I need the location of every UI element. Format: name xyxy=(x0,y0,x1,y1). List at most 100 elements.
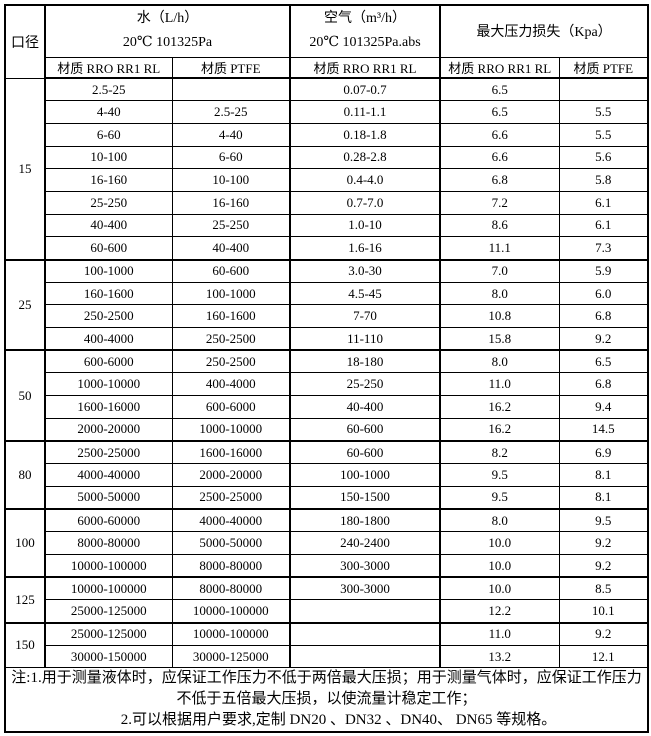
data-cell: 250-2500 xyxy=(44,304,173,329)
data-cell: 6.9 xyxy=(558,440,649,465)
data-cell: 2500-25000 xyxy=(171,485,291,510)
data-cell: 8.0 xyxy=(439,281,560,306)
header-material-pressure-ptfe: 材质 PTFE xyxy=(558,56,649,79)
data-cell: 10000-100000 xyxy=(171,621,291,646)
table-row: 160-1600 100-1000 4.5-45 8.0 6.0 xyxy=(5,281,649,306)
data-cell: 600-6000 xyxy=(44,349,173,374)
data-cell: 6.8 xyxy=(439,168,560,192)
data-cell: 9.4 xyxy=(558,395,649,419)
data-cell: 10.1 xyxy=(558,599,649,623)
data-cell: 1000-10000 xyxy=(44,372,173,397)
data-cell: 25000-125000 xyxy=(44,621,173,646)
data-cell: 6.8 xyxy=(558,304,649,329)
data-cell: 25-250 xyxy=(171,213,291,238)
diameter-cell: 50 xyxy=(4,349,46,442)
table-row: 50 600-6000 250-2500 18-180 8.0 6.5 xyxy=(4,349,649,442)
table-row: 150 25000-125000 10000-100000 11.0 9.2 xyxy=(4,621,649,669)
table-row: 10-100 6-60 0.28-2.8 6.6 5.6 xyxy=(5,145,649,170)
table-row: 125 10000-100000 8000-80000 300-3000 10.0 8.5 xyxy=(4,576,649,624)
data-cell: 12.2 xyxy=(439,599,560,623)
diameter-cell: 15 xyxy=(4,77,46,260)
header-material-water-ptfe: 材质 PTFE xyxy=(171,56,292,79)
data-cell: 11-110 xyxy=(289,327,441,351)
data-cell: 240-2400 xyxy=(289,531,441,555)
table-row: 15 2.5-25 0.07-0.7 6.5 xyxy=(4,77,649,260)
data-cell: 8.0 xyxy=(439,349,560,374)
data-cell: 11.1 xyxy=(439,236,560,260)
data-cell: 16-160 xyxy=(44,168,173,192)
data-cell: 160-1600 xyxy=(44,281,173,306)
table-row: 6-60 4-40 0.18-1.8 6.6 5.5 xyxy=(5,122,649,147)
data-cell: 6.5 xyxy=(439,100,560,124)
table-header: 口径 水（L/h） 20℃ 101325Pa 空气（m³/h） 20℃ 1013… xyxy=(4,4,649,79)
data-cell: 8.2 xyxy=(439,440,560,465)
data-cell: 11.0 xyxy=(439,372,560,397)
data-cell: 100-1000 xyxy=(171,281,291,306)
data-cell: 100-1000 xyxy=(44,258,173,283)
data-cell: 5.5 xyxy=(558,122,649,147)
table-body: 15 2.5-25 0.07-0.7 6.5 4-40 2.5-25 0.11-1.1 6.5… xyxy=(4,77,649,669)
table-row: 60-600 40-400 1.6-16 11.1 7.3 xyxy=(5,236,649,260)
diameter-cell: 80 xyxy=(4,439,46,510)
data-cell: 160-1600 xyxy=(171,304,291,329)
header-water-title: 水（L/h） xyxy=(136,11,199,27)
data-cell: 300-3000 xyxy=(289,576,441,601)
diameter-cell: 150 xyxy=(4,621,46,669)
header-material-pressure-rro: 材质 RRO RR1 RL xyxy=(439,56,560,79)
data-cell: 0.7-7.0 xyxy=(289,190,441,215)
data-cell: 180-1800 xyxy=(289,508,441,533)
data-cell: 60-600 xyxy=(289,440,441,465)
data-cell: 2500-25000 xyxy=(44,440,173,465)
table-row: 250-2500 160-1600 7-70 10.8 6.8 xyxy=(5,304,649,329)
data-cell xyxy=(171,77,291,102)
data-cell: 10-100 xyxy=(171,168,291,192)
data-cell: 8.0 xyxy=(439,508,560,533)
diameter-cell: 100 xyxy=(4,508,46,578)
table-row: 100 6000-60000 4000-40000 180-1800 8.0 9.5 xyxy=(4,508,649,578)
data-cell: 0.28-2.8 xyxy=(289,145,441,170)
data-cell: 10000-100000 xyxy=(44,576,173,601)
data-cell: 5.9 xyxy=(558,258,649,283)
table-row: 1600-16000 600-6000 40-400 16.2 9.4 xyxy=(5,395,649,419)
data-cell: 25-250 xyxy=(289,372,441,397)
data-cell: 5000-50000 xyxy=(171,531,291,555)
notes-cell: 注:1.用于测量液体时，应保证工作压力不低于两倍最大压损；用于测量气体时，应保证… xyxy=(4,667,649,733)
data-cell: 2.5-25 xyxy=(171,100,291,124)
data-cell: 1600-16000 xyxy=(171,440,291,465)
table-row: 40-400 25-250 1.0-10 8.6 6.1 xyxy=(5,213,649,238)
header-material-water-rro: 材质 RRO RR1 RL xyxy=(44,56,173,79)
data-cell: 2.5-25 xyxy=(44,77,173,102)
data-cell: 10000-100000 xyxy=(171,599,291,623)
data-cell: 40-400 xyxy=(44,213,173,238)
data-cell: 7-70 xyxy=(289,304,441,329)
data-cell: 8.1 xyxy=(558,463,649,487)
table-row: 25 100-1000 60-600 3.0-30 7.0 5.9 xyxy=(4,258,649,351)
data-cell xyxy=(558,77,649,102)
data-cell: 7.3 xyxy=(558,236,649,260)
data-cell: 18-180 xyxy=(289,349,441,374)
data-cell: 6.8 xyxy=(558,372,649,397)
table-row: 8000-80000 5000-50000 240-2400 10.0 9.2 xyxy=(5,531,649,555)
data-cell: 10.0 xyxy=(439,576,560,601)
data-cell: 15.8 xyxy=(439,327,560,351)
flow-spec-table: 口径 水（L/h） 20℃ 101325Pa 空气（m³/h） 20℃ 1013… xyxy=(4,4,650,734)
table-row: 4000-40000 2000-20000 100-1000 9.5 8.1 xyxy=(5,463,649,487)
diameter-cell: 125 xyxy=(4,576,46,624)
data-cell: 1000-10000 xyxy=(171,417,291,442)
data-cell: 6.6 xyxy=(439,122,560,147)
table-row: 80 2500-25000 1600-16000 60-600 8.2 6.9 xyxy=(4,439,649,510)
header-water-group: 水（L/h） 20℃ 101325Pa xyxy=(44,4,292,58)
data-cell: 60-600 xyxy=(289,417,441,442)
data-cell: 30000-125000 xyxy=(171,644,291,669)
data-cell: 10.8 xyxy=(439,304,560,329)
header-material-air-rro: 材质 RRO RR1 RL xyxy=(289,56,442,79)
header-air-group: 空气（m³/h） 20℃ 101325Pa.abs xyxy=(289,4,442,58)
data-cell: 150-1500 xyxy=(289,485,441,510)
data-cell: 6.1 xyxy=(558,190,649,215)
data-cell: 400-4000 xyxy=(171,372,291,397)
diameter-cell: 25 xyxy=(4,258,46,351)
table-row: 1000-10000 400-4000 25-250 11.0 6.8 xyxy=(5,372,649,397)
data-cell: 2000-20000 xyxy=(171,463,291,487)
data-cell: 13.2 xyxy=(439,644,560,669)
